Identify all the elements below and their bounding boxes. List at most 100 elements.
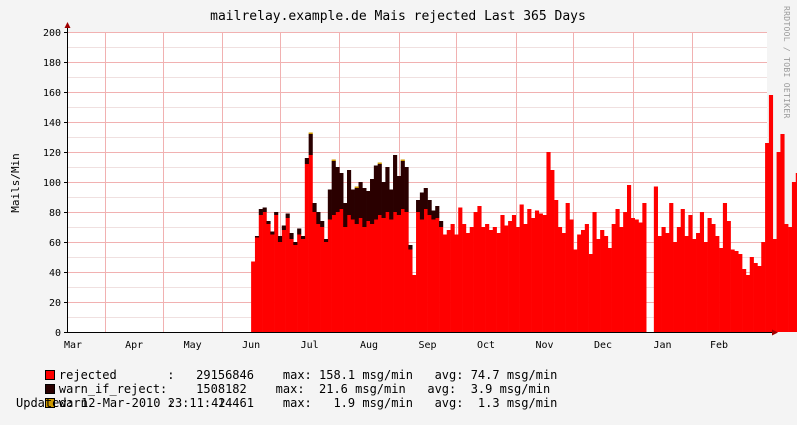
bar-rejected [408,249,413,332]
bar-warn-if-reject [366,191,371,221]
bar-rejected [730,249,735,332]
bar-rejected [362,227,367,332]
bar-warn-if-reject [389,189,394,220]
bar-rejected [542,215,547,332]
bar-rejected [504,225,509,332]
bar-warn-if-reject [370,179,375,224]
bar-rejected [734,251,739,332]
bar-rejected [684,236,689,332]
bar-rejected [435,218,440,332]
bar-rejected [768,95,774,332]
bar-warn-if-reject [331,161,336,215]
bar-rejected [623,212,628,332]
bar-rejected [638,222,643,332]
data-bars [251,95,797,332]
legend-text-warn-if-reject: warn_if_reject: 1508182 max: 21.6 msg/mi… [58,382,551,396]
bar-rejected [385,212,390,332]
bar-rejected [615,209,620,332]
bar-rejected [473,212,478,332]
bar-rejected [795,173,797,332]
x-tick-label: Mar [64,340,82,351]
bar-warn [354,186,359,188]
bar-rejected [603,236,609,332]
bar-rejected [327,219,332,332]
bar-rejected [692,239,697,332]
bar-rejected [561,233,566,332]
bar-warn-if-reject [270,231,275,235]
bar-rejected [757,266,762,332]
bar-rejected [569,219,574,332]
bar-warn-if-reject [274,212,279,215]
bar-warn-if-reject [293,242,298,245]
bar-rejected [577,234,582,332]
bar-warn-if-reject [404,167,409,212]
bar-rejected [320,227,325,332]
bar-rejected [588,254,593,332]
bar-rejected [673,242,678,332]
bar-rejected [634,219,639,332]
bar-rejected [439,227,444,332]
bar-rejected [661,227,666,332]
bar-rejected [389,219,394,332]
y-tick-label: 140 [43,118,61,129]
bar-rejected [492,227,497,332]
bar-rejected [485,224,490,332]
y-axis-arrow [64,22,71,28]
bar-warn-if-reject [377,164,382,215]
bar-warn-if-reject [320,221,325,227]
bar-warn [377,162,382,164]
bar-warn-if-reject [408,245,413,250]
bar-rejected [427,215,432,332]
bar-rejected [366,221,371,332]
bar-rejected [745,275,751,332]
bar-warn-if-reject [400,161,405,209]
bar-rejected [469,227,474,332]
y-tick-label: 20 [49,298,61,309]
bar-rejected [515,227,520,332]
bar-rejected [270,234,275,332]
bar-rejected [711,224,716,332]
bar-rejected [404,212,409,332]
bar-rejected [519,204,524,332]
y-tick-label: 40 [49,268,61,279]
bar-rejected [266,224,271,332]
bar-rejected [347,215,352,332]
bar-rejected [323,242,329,332]
bar-warn-if-reject [300,236,306,239]
bar-rejected [331,215,336,332]
bar-rejected [416,212,421,332]
bar-warn-if-reject [343,203,348,227]
bar-warn-if-reject [373,165,378,220]
bar-warn-if-reject [277,236,283,242]
bar-rejected [431,219,436,332]
x-tick-label: May [184,340,202,351]
bar-warn-if-reject [393,155,398,212]
legend-text-warn: warn : 14461 max: 1.9 msg/min avg: 1.3 m… [58,396,558,410]
x-tick-label: Jun [242,340,260,351]
bar-rejected [419,219,425,332]
bar-rejected [442,234,448,332]
legend-item-warn-if-reject: warn_if_reject: 1508182 max: 21.6 msg/mi… [16,368,550,410]
bar-rejected [722,203,728,332]
bar-rejected [772,239,777,332]
bar-warn-if-reject [385,167,390,212]
bar-rejected [523,224,528,332]
bar-rejected [780,134,785,332]
legend-swatch-rejected [44,370,55,380]
x-tick-label: Oct [477,340,495,351]
bar-rejected [488,230,494,332]
bar-rejected [784,224,789,332]
bar-rejected [699,212,705,332]
bar-rejected [554,200,559,332]
bar-rejected [251,261,256,332]
bar-rejected [285,218,290,332]
bar-rejected [423,209,428,332]
bar-rejected [534,210,540,332]
bar-warn-if-reject [339,173,344,209]
legend-swatch-warn [44,398,55,408]
bar-rejected [308,155,313,332]
bar-warn-if-reject [312,203,317,212]
bar-rejected [446,230,451,332]
bar-rejected [669,203,674,332]
bar-rejected [600,230,605,332]
